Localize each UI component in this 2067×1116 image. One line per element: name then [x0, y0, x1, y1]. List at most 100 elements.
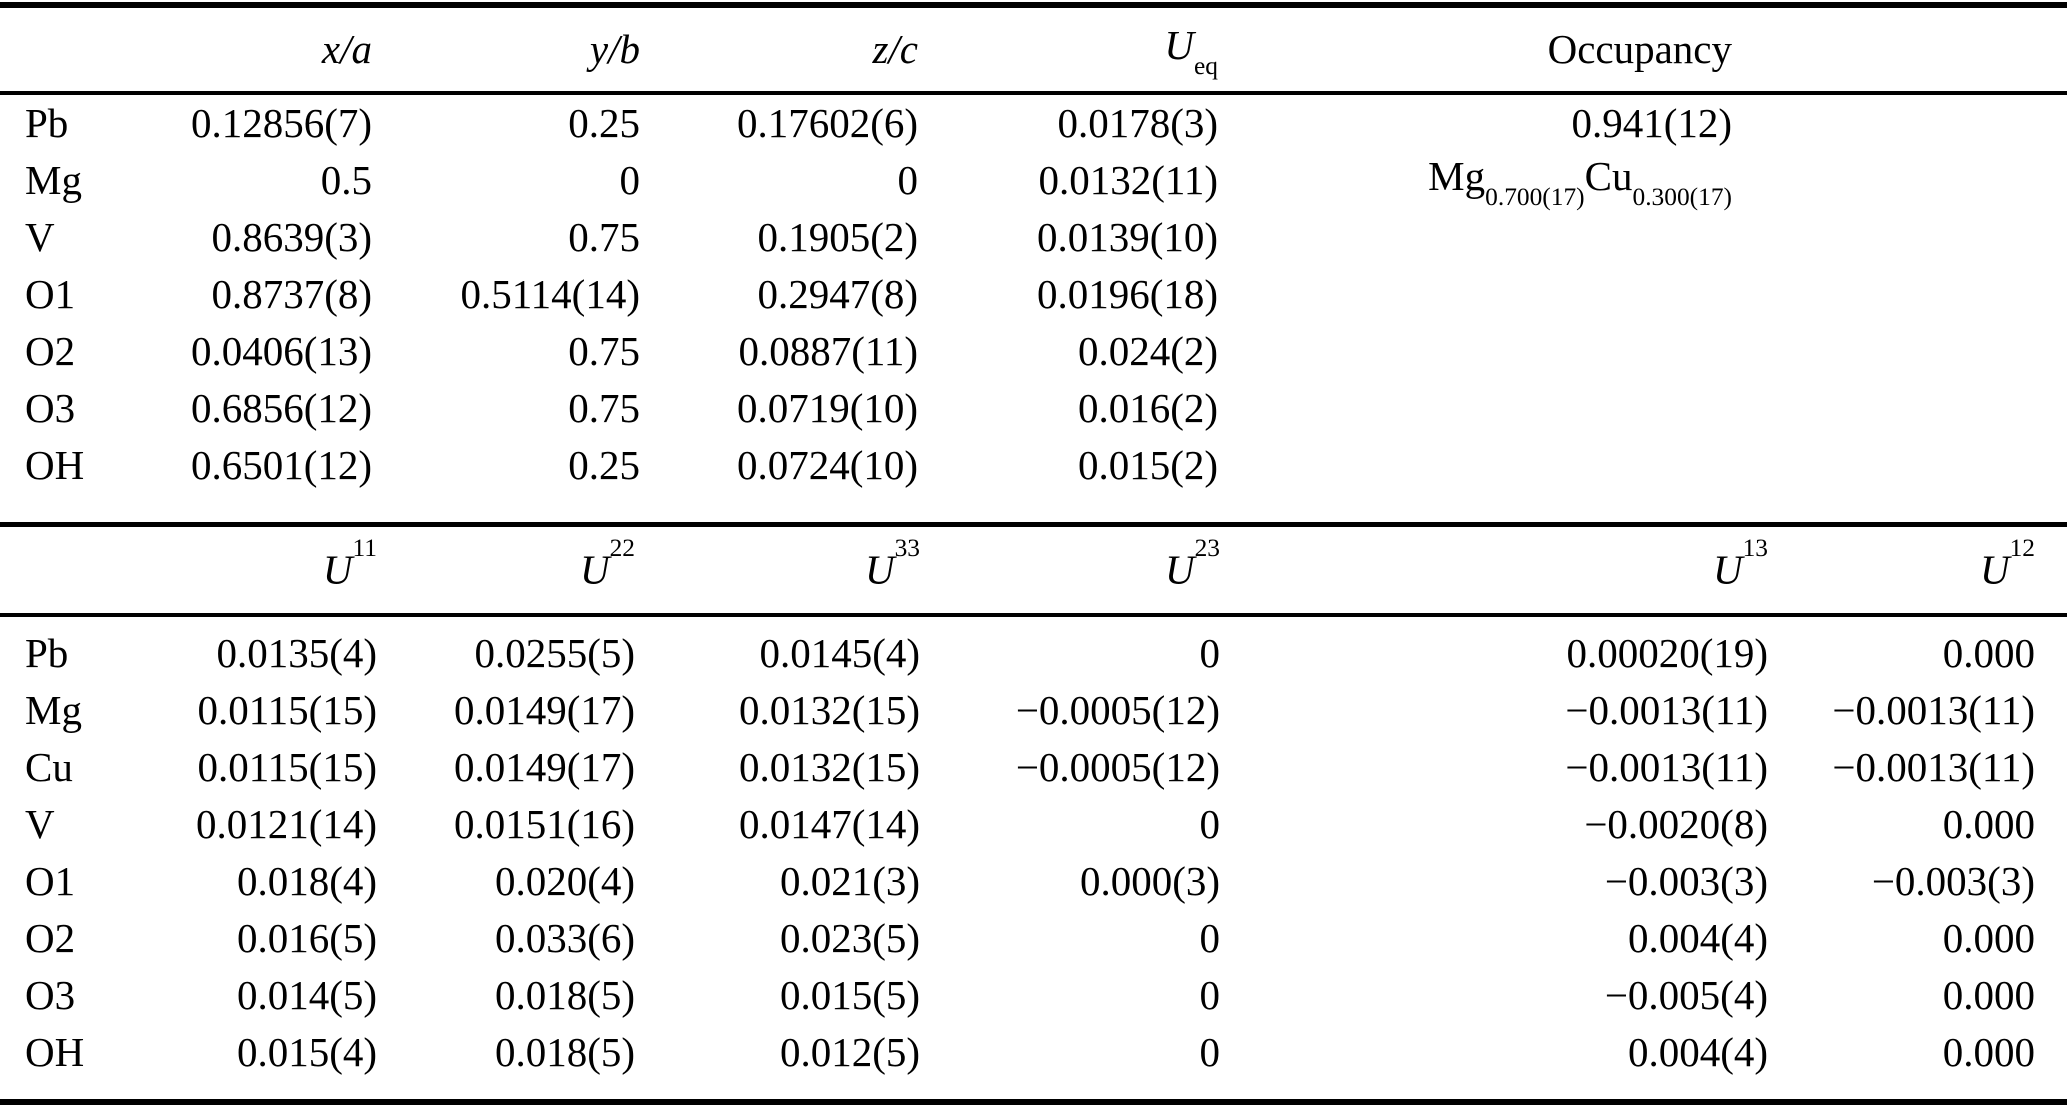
cell-u23: 0: [1199, 801, 1221, 847]
cell-u-eq: 0.0196(18): [1036, 271, 1218, 317]
header-filler: [1732, 5, 2067, 93]
header-u33: U33: [635, 527, 920, 615]
cell-y-b: 0.75: [568, 385, 640, 431]
cell-u22: 0.033(6): [494, 915, 635, 961]
u-symbol: U: [1979, 546, 2010, 593]
cell-filler: [2035, 853, 2067, 910]
cell-u33: 0.0145(4): [759, 630, 920, 676]
atom-label: O2: [25, 328, 76, 374]
cell-u23: 0: [1199, 915, 1221, 961]
u-symbol: U: [322, 546, 353, 593]
table-row-v: V 0.0121(14) 0.0151(16) 0.0147(14) 0 −0.…: [0, 796, 2067, 853]
table-row-oh: OH 0.015(4) 0.018(5) 0.012(5) 0 0.004(4)…: [0, 1024, 2067, 1102]
cell-u13: 0.004(4): [1627, 1029, 1768, 1075]
cell-u22: 0.0151(16): [453, 801, 635, 847]
anisotropic-u-table-header: U11 U22 U33 U23 U13 U12: [0, 527, 2067, 615]
cell-x-a: 0.0406(13): [190, 328, 372, 374]
u11-superscript: 11: [352, 534, 377, 563]
atom-label: O1: [25, 271, 76, 317]
cell-u23: −0.0005(12): [1015, 744, 1220, 790]
table-row-v: V 0.8639(3) 0.75 0.1905(2) 0.0139(10): [0, 209, 2067, 266]
atom-label: OH: [25, 442, 85, 488]
u-symbol: U: [1712, 546, 1743, 593]
header-u13: U13: [1220, 527, 1768, 615]
cell-z-c: 0.2947(8): [757, 271, 918, 317]
cell-u11: 0.0115(15): [197, 744, 377, 790]
table-row-o3: O3 0.6856(12) 0.75 0.0719(10) 0.016(2): [0, 380, 2067, 437]
table-row-o2: O2 0.016(5) 0.033(6) 0.023(5) 0 0.004(4)…: [0, 910, 2067, 967]
cell-filler: [1732, 209, 2067, 266]
cell-u12: −0.0013(11): [1832, 687, 2035, 733]
cell-filler: [1732, 437, 2067, 525]
atom-label: O1: [25, 858, 76, 904]
cell-u11: 0.014(5): [236, 972, 377, 1018]
cell-filler: [1732, 93, 2067, 152]
table-row-mg: Mg 0.0115(15) 0.0149(17) 0.0132(15) −0.0…: [0, 682, 2067, 739]
cell-u11: 0.018(4): [236, 858, 377, 904]
cell-u23: 0.000(3): [1079, 858, 1220, 904]
cell-u12: 0.000: [1942, 915, 2035, 961]
table-row-pb: Pb 0.12856(7) 0.25 0.17602(6) 0.0178(3) …: [0, 93, 2067, 152]
cell-filler: [2035, 615, 2067, 682]
cell-u11: 0.016(5): [236, 915, 377, 961]
cell-u13: −0.0013(11): [1565, 687, 1768, 733]
atom-label: O3: [25, 385, 76, 431]
cell-u13: −0.003(3): [1604, 858, 1768, 904]
cell-occupancy: [1218, 437, 1732, 525]
header-row: U11 U22 U33 U23 U13 U12: [0, 527, 2067, 615]
cell-u-eq: 0.015(2): [1077, 442, 1218, 488]
atom-label: O2: [25, 915, 76, 961]
u23-superscript: 23: [1194, 534, 1220, 563]
cell-occupancy: Mg0.700(17)Cu0.300(17): [1218, 152, 1733, 211]
cell-z-c: 0.0887(11): [738, 328, 918, 374]
cell-y-b: 0.75: [568, 214, 640, 260]
formula-subscript-1: 0.700(17): [1485, 182, 1585, 211]
header-occupancy: Occupancy: [1547, 26, 1732, 72]
cell-u11: 0.0121(14): [195, 801, 377, 847]
cell-u33: 0.0132(15): [738, 687, 920, 733]
formula-subscript-2: 0.300(17): [1632, 182, 1733, 211]
u-symbol: U: [579, 546, 610, 593]
cell-z-c: 0: [897, 157, 919, 203]
u-eq-subscript: eq: [1194, 51, 1218, 80]
cell-occupancy: [1218, 380, 1732, 437]
cell-y-b: 0.5114(14): [460, 271, 640, 317]
header-u11: U11: [130, 527, 377, 615]
cell-z-c: 0.17602(6): [736, 100, 918, 146]
coordinates-table: x/a y/b z/c Ueq Occupancy Pb 0.12856(7) …: [0, 2, 2067, 527]
table-row-oh: OH 0.6501(12) 0.25 0.0724(10) 0.015(2): [0, 437, 2067, 525]
cell-occupancy: [1218, 266, 1732, 323]
cell-u33: 0.021(3): [779, 858, 920, 904]
anisotropic-u-table-body: Pb 0.0135(4) 0.0255(5) 0.0145(4) 0 0.000…: [0, 615, 2067, 1102]
cell-filler: [2035, 739, 2067, 796]
u12-superscript: 12: [2009, 534, 2035, 563]
cell-u33: 0.023(5): [779, 915, 920, 961]
header-atom-blank: [0, 5, 130, 93]
cell-filler: [1732, 323, 2067, 380]
cell-u33: 0.0132(15): [738, 744, 920, 790]
cell-u11: 0.0135(4): [216, 630, 377, 676]
cell-u23: 0: [1199, 1029, 1221, 1075]
anisotropic-u-table: U11 U22 U33 U23 U13 U12 Pb 0.0135(4) 0.0…: [0, 527, 2067, 1105]
header-u23: U23: [920, 527, 1220, 615]
cell-u13: −0.0013(11): [1565, 744, 1768, 790]
cell-filler: [2035, 796, 2067, 853]
cell-occupancy: 0.941(12): [1571, 100, 1732, 146]
cell-x-a: 0.8737(8): [211, 271, 372, 317]
cell-u-eq: 0.024(2): [1077, 328, 1218, 374]
cell-z-c: 0.0719(10): [736, 385, 918, 431]
cell-filler: [1732, 266, 2067, 323]
cell-filler: [2035, 967, 2067, 1024]
atom-label: Mg: [25, 157, 82, 203]
cell-y-b: 0.25: [568, 100, 640, 146]
header-u-eq: Ueq: [918, 5, 1218, 93]
cell-u33: 0.0147(14): [738, 801, 920, 847]
coordinates-table-header: x/a y/b z/c Ueq Occupancy: [0, 5, 2067, 93]
cell-u13: 0.004(4): [1627, 915, 1768, 961]
cell-u23: 0: [1199, 972, 1221, 1018]
cell-z-c: 0.0724(10): [736, 442, 918, 488]
cell-u-eq: 0.0178(3): [1057, 100, 1218, 146]
cell-x-a: 0.8639(3): [211, 214, 372, 260]
atom-label: Pb: [25, 100, 69, 146]
coordinates-table-body: Pb 0.12856(7) 0.25 0.17602(6) 0.0178(3) …: [0, 93, 2067, 525]
